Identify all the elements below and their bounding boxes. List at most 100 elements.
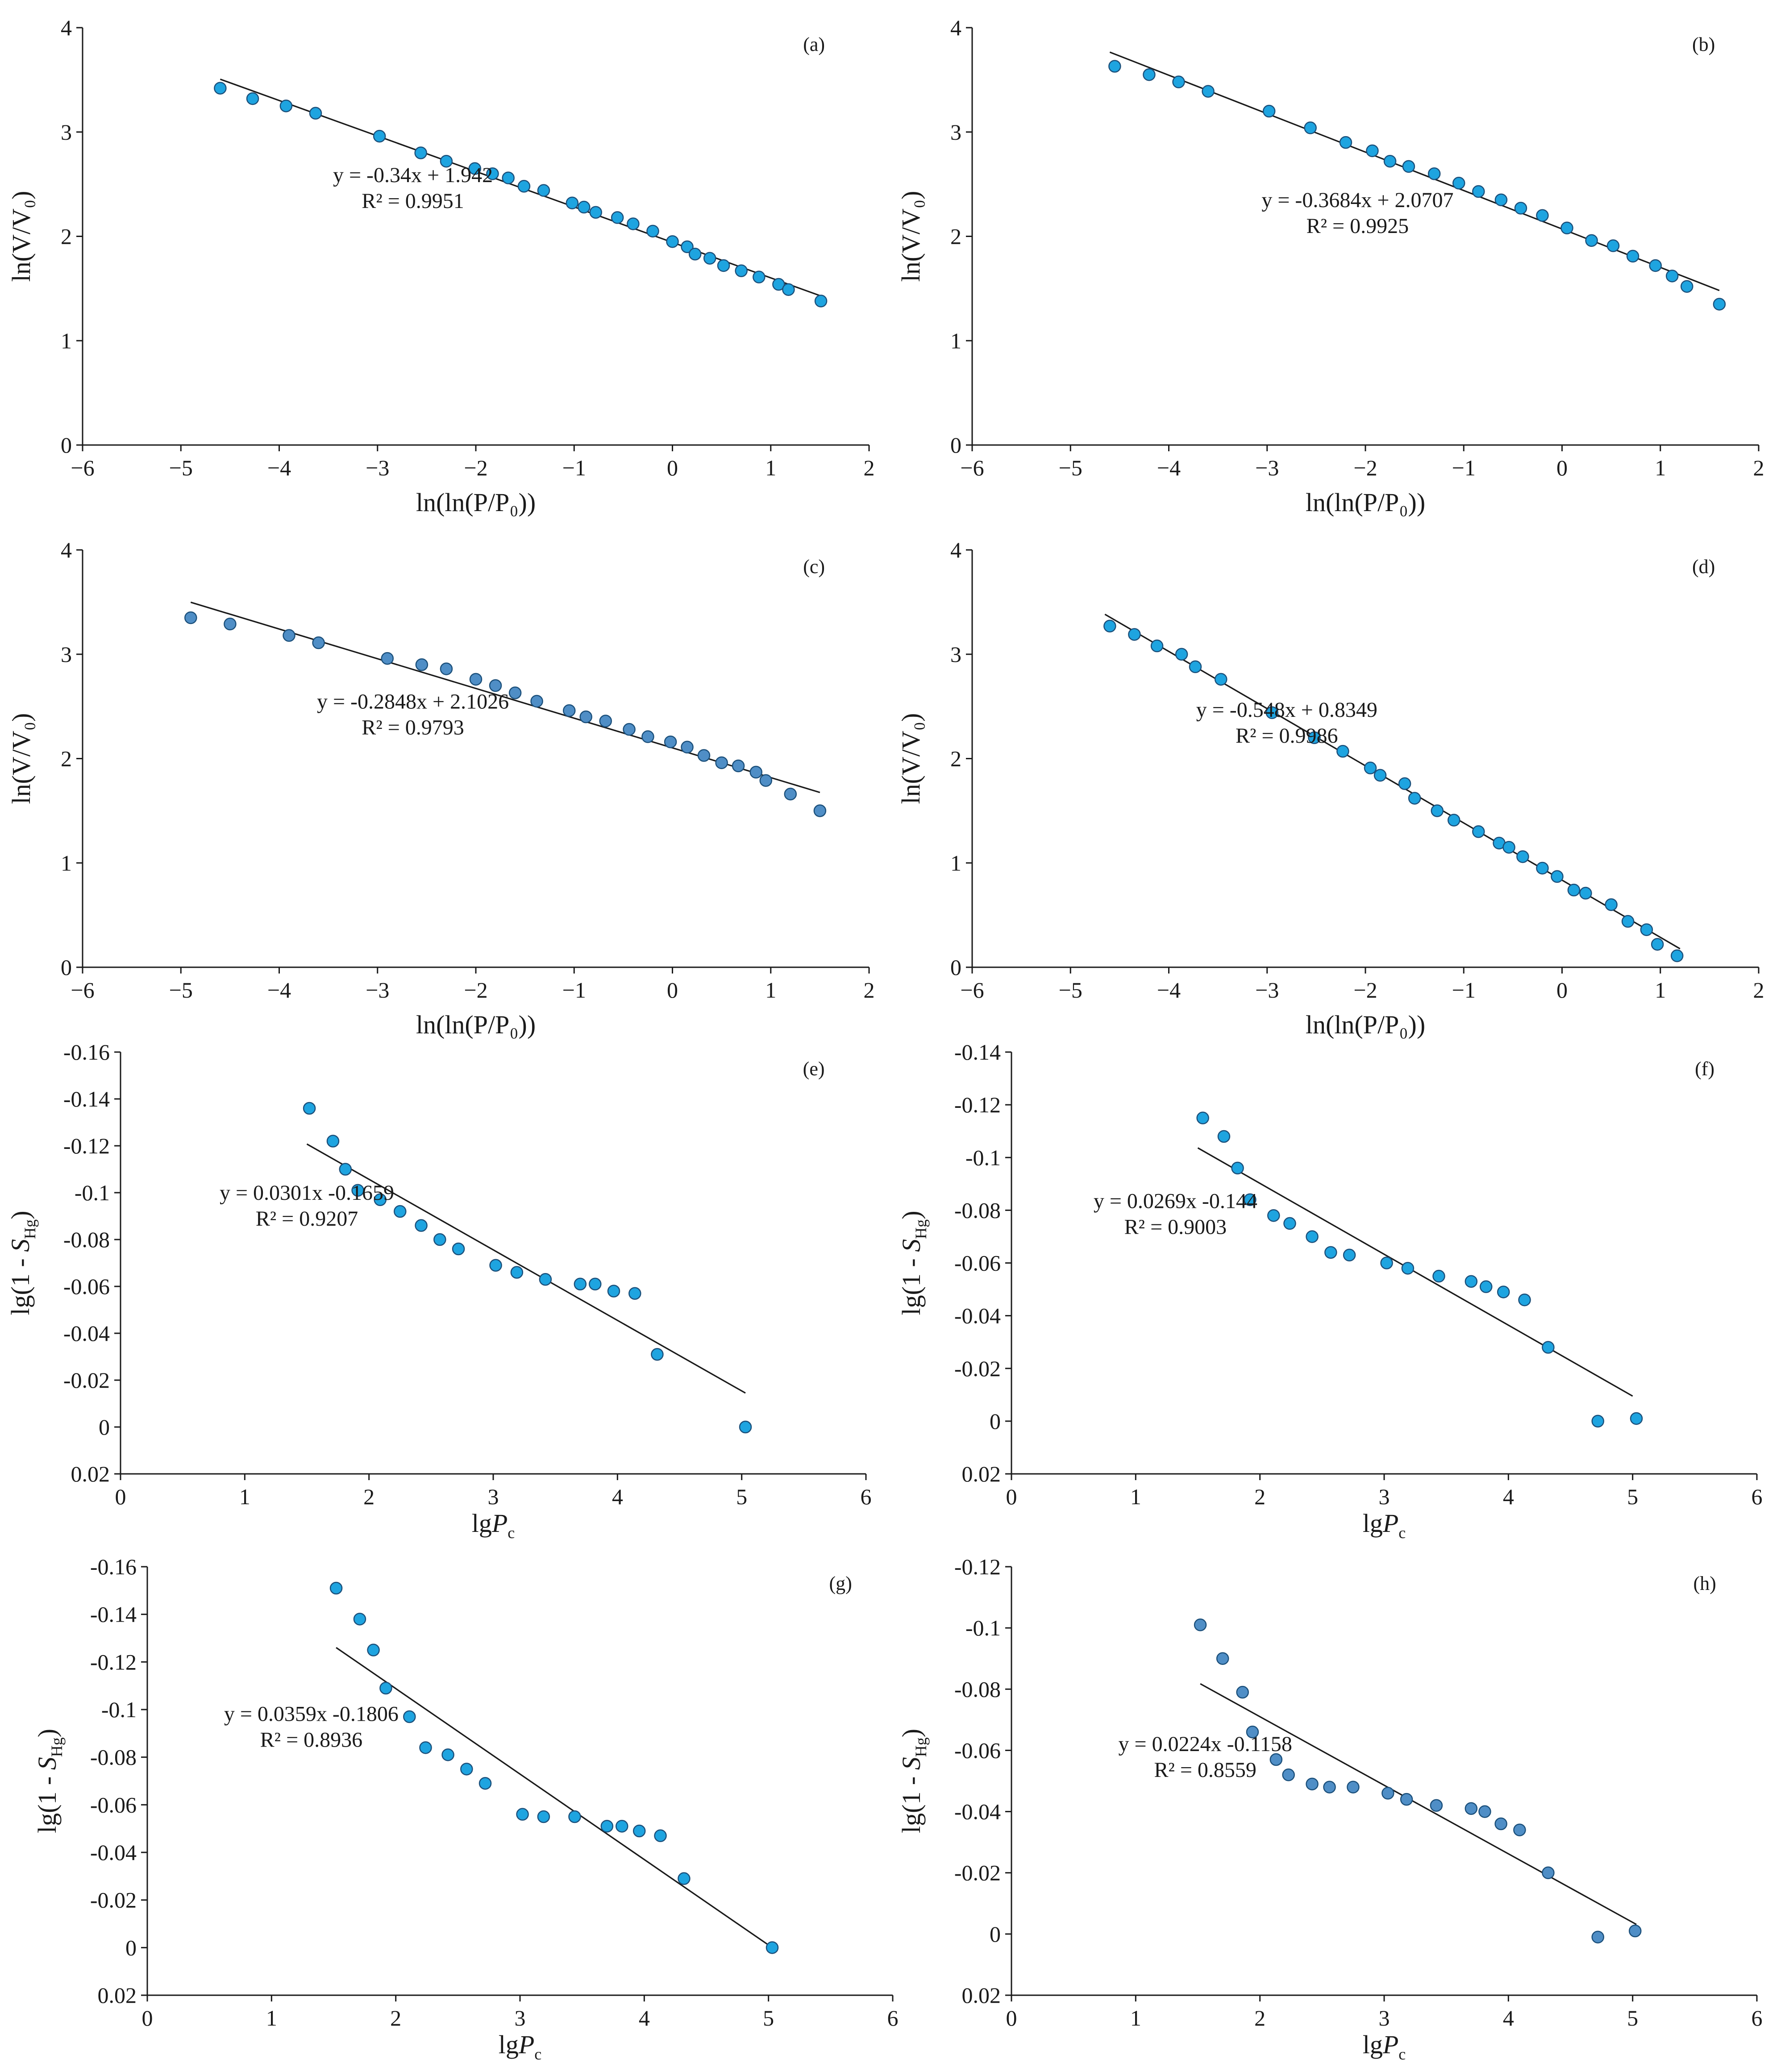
data-point [1214, 673, 1227, 686]
data-point [632, 1824, 646, 1838]
data-point [739, 1420, 752, 1434]
data-point [749, 766, 762, 779]
x-tick-label: −3 [366, 978, 389, 1003]
data-point [1649, 259, 1662, 272]
x-axis-title: lgPc [499, 2030, 542, 2063]
x-tick-label: −3 [1255, 455, 1279, 480]
data-point [415, 658, 429, 671]
data-point [1283, 1217, 1296, 1230]
y-axis-title: lg(1 - SHg) [897, 1729, 930, 1833]
panel-label: (f) [1695, 1058, 1714, 1080]
y-axis-title: lg(1 - SHg) [6, 1211, 39, 1315]
data-point [367, 1643, 380, 1656]
x-tick-label: −4 [267, 978, 291, 1003]
y-axis-title: ln(V/V₀) [7, 713, 36, 804]
data-point [678, 1872, 691, 1885]
y-tick-label: -0.02 [954, 1356, 1001, 1381]
regression-equation: y = 0.0359x -0.1806 [224, 1702, 399, 1726]
x-tick-label: 4 [1503, 2005, 1514, 2030]
data-point [537, 1810, 550, 1823]
data-point [1262, 104, 1276, 118]
x-tick-label: 2 [390, 2005, 401, 2030]
data-point [579, 710, 592, 724]
x-tick-label: 6 [1752, 1484, 1763, 1509]
data-point [1381, 1787, 1394, 1800]
data-point [568, 1810, 581, 1823]
x-tick-label: 0 [1006, 2005, 1017, 2030]
data-point [1427, 167, 1441, 180]
data-point [1472, 825, 1485, 838]
x-tick-label: −2 [464, 455, 487, 480]
data-point [1306, 1230, 1319, 1243]
data-point [813, 804, 827, 817]
y-tick-label: 0 [61, 433, 72, 458]
data-point [1408, 792, 1421, 805]
y-tick-label: 0 [61, 955, 72, 980]
x-tick-label: 2 [864, 978, 875, 1003]
data-point [224, 617, 237, 631]
data-point [703, 252, 716, 265]
y-tick-label: -0.14 [63, 1086, 110, 1111]
panel-d: −6 −5 −4 −3 −2 −1 0 1 2 0 1 2 3 4 ln(ln(P/P₀)) ln(V/V₀)… [896, 537, 1764, 1039]
y-tick-label: 0 [990, 1409, 1001, 1434]
data-point [374, 1193, 387, 1206]
data-point [1306, 1777, 1319, 1791]
data-point [1366, 144, 1379, 158]
x-axis-title: ln(ln(P/P₀)) [1306, 488, 1425, 517]
y-tick-label: -0.16 [63, 1040, 110, 1065]
x-tick-label: 1 [266, 2005, 277, 2030]
data-point [312, 636, 325, 649]
data-point [1128, 628, 1141, 641]
panel-label: (g) [829, 1573, 852, 1594]
data-point [1514, 202, 1527, 215]
data-point [246, 92, 259, 105]
x-tick-label: 5 [1627, 2005, 1638, 2030]
x-tick-label: 1 [239, 1484, 250, 1509]
r-squared-label: R² = 0.9951 [362, 189, 464, 213]
data-point [1175, 648, 1188, 661]
x-tick-label: 2 [1254, 2005, 1265, 2030]
x-axis-title: lgPc [1363, 2030, 1406, 2063]
x-tick-label: −2 [1353, 978, 1377, 1003]
x-tick-label: −4 [1157, 978, 1181, 1003]
y-tick-label: -0.08 [90, 1745, 137, 1770]
data-point [339, 1163, 352, 1176]
data-point [1542, 1866, 1555, 1879]
data-point [641, 730, 654, 743]
data-point [1651, 938, 1664, 951]
x-tick-label: 0 [1006, 1484, 1017, 1509]
x-axis-title: ln(ln(P/P₀)) [416, 488, 536, 517]
x-tick-label: 0 [115, 1484, 126, 1509]
x-tick-label: 4 [639, 2005, 650, 2030]
data-point [1447, 814, 1460, 827]
y-tick-label: 1 [61, 850, 72, 875]
data-point [732, 759, 745, 773]
data-point [508, 686, 522, 699]
data-point [1282, 1768, 1295, 1781]
data-point [681, 741, 694, 754]
data-point [1640, 923, 1653, 936]
r-squared-label: R² = 0.9003 [1124, 1215, 1227, 1239]
data-point [394, 1205, 407, 1218]
y-tick-label: -0.04 [90, 1840, 137, 1865]
data-point [600, 1820, 614, 1833]
data-point [419, 1741, 432, 1754]
data-point [379, 1681, 392, 1695]
y-tick-label: -0.14 [954, 1040, 1001, 1065]
x-tick-label: 1 [765, 978, 776, 1003]
y-tick-label: -0.06 [63, 1274, 110, 1299]
data-point [468, 162, 482, 175]
data-point [539, 1273, 552, 1286]
data-point [440, 662, 453, 675]
x-axis-title: ln(ln(P/P₀)) [1306, 1010, 1425, 1039]
data-point [615, 1820, 628, 1833]
y-tick-label: -0.12 [63, 1133, 110, 1158]
x-tick-label: −2 [1353, 455, 1377, 480]
data-point [1497, 1286, 1510, 1298]
y-tick-label: 3 [950, 120, 961, 145]
panel-f: 0 1 2 3 4 5 6 -0.14 -0.12 -0.1 -0.08 -0.06 -0.04 -0.0… [897, 1040, 1763, 1542]
y-tick-label: -0.14 [90, 1602, 137, 1627]
x-tick-label: −6 [71, 455, 94, 480]
x-tick-label: 6 [1752, 2005, 1763, 2030]
